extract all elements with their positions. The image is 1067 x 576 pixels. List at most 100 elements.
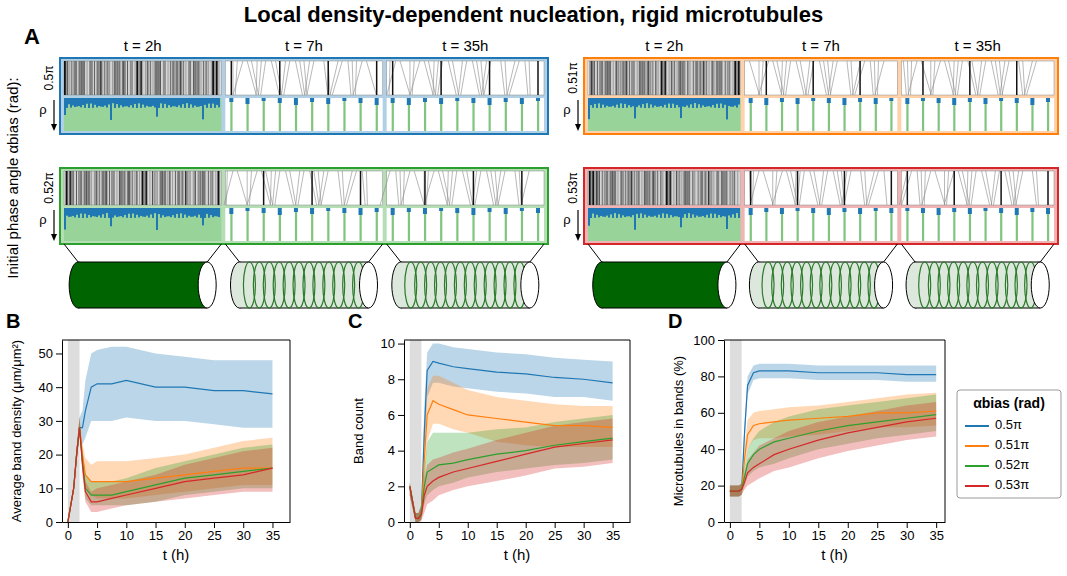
density: [88, 98, 90, 108]
microtubule: [986, 171, 992, 205]
band: [828, 98, 830, 131]
band: [521, 208, 523, 241]
microtubule: [640, 61, 642, 95]
density: [504, 98, 508, 102]
microtubule: [167, 171, 168, 205]
tick-label: 30: [900, 528, 914, 543]
cylinder-end: [1031, 262, 1049, 308]
microtubule: [210, 171, 211, 205]
microtubule: [175, 171, 176, 205]
density: [968, 98, 972, 102]
microtubule: [231, 61, 233, 95]
microtubule: [641, 61, 642, 95]
microtubule: [266, 171, 273, 205]
microtubule: [112, 171, 113, 205]
density: [138, 98, 140, 103]
density: [134, 98, 136, 104]
microtubule: [830, 61, 837, 95]
microtubule: [135, 61, 136, 95]
microtubule: [71, 171, 72, 205]
microtubule: [673, 61, 674, 95]
density-bg: [588, 208, 741, 241]
tick-mark: [126, 522, 127, 528]
microtubule: [598, 171, 599, 205]
band: [953, 208, 955, 241]
microtubule: [165, 61, 166, 95]
figure: Local density-dependent nucleation, rigi…: [0, 0, 1067, 576]
density: [204, 208, 206, 218]
band: [1031, 208, 1033, 241]
microtubule: [604, 171, 605, 205]
tick-mark: [398, 344, 404, 345]
microtubule: [147, 61, 148, 95]
connector: [727, 244, 741, 262]
microtubule: [90, 61, 91, 95]
microtubule: [655, 61, 656, 95]
density: [229, 98, 233, 102]
microtubule: [891, 171, 893, 205]
microtubule: [206, 61, 207, 95]
density: [628, 208, 630, 216]
density: [245, 208, 249, 211]
microtubule: [121, 171, 122, 205]
microtubule: [673, 171, 674, 205]
density: [714, 208, 716, 214]
microtubule: [124, 61, 125, 95]
frame: [62, 340, 290, 341]
microtubule: [590, 171, 591, 205]
band: [781, 208, 783, 241]
density: [106, 208, 108, 213]
density: [678, 208, 680, 217]
microtubule: [622, 61, 624, 95]
snapshot-bg: [387, 171, 544, 205]
microtubule: [77, 61, 78, 95]
time-label: t = 35h: [955, 37, 1001, 54]
microtubule: [205, 61, 206, 95]
microtubule: [980, 61, 986, 95]
microtubule: [270, 171, 271, 205]
density: [604, 208, 606, 217]
density: [156, 208, 158, 230]
tick-label: 40: [701, 442, 715, 457]
density: [672, 98, 674, 104]
axis-title: t (h): [163, 546, 190, 563]
density: [194, 208, 196, 216]
microtubule: [617, 61, 618, 95]
microtubule: [1016, 171, 1023, 205]
tick-label: 2: [388, 479, 395, 494]
microtubule: [188, 61, 189, 95]
density: [598, 98, 600, 103]
density: [164, 98, 166, 104]
microtubule: [652, 171, 654, 205]
microtubule: [968, 61, 976, 95]
microtubule: [599, 171, 600, 205]
microtubule: [844, 171, 851, 205]
tick-label: 35: [606, 528, 620, 543]
microtubule: [489, 61, 491, 95]
microtubule: [366, 171, 367, 205]
microtubule: [908, 61, 917, 95]
band: [440, 98, 442, 131]
density: [64, 208, 66, 230]
microtubule: [777, 61, 784, 95]
microtubule: [498, 171, 505, 205]
density: [952, 98, 956, 105]
density: [206, 98, 208, 108]
microtubule: [149, 171, 150, 205]
microtubule: [729, 171, 730, 205]
density: [144, 98, 146, 107]
density: [86, 208, 88, 218]
microtubule: [861, 171, 865, 205]
band: [408, 98, 410, 131]
microtubule: [795, 171, 796, 205]
microtubule: [599, 171, 600, 205]
microtubule: [178, 61, 179, 95]
microtubule: [197, 171, 198, 205]
microtubule: [601, 171, 602, 205]
microtubule: [677, 61, 678, 95]
tick-label: 8: [388, 372, 395, 387]
tick-label: 20: [39, 447, 53, 462]
band: [263, 208, 265, 241]
microtubule: [193, 171, 194, 205]
density: [359, 98, 363, 103]
